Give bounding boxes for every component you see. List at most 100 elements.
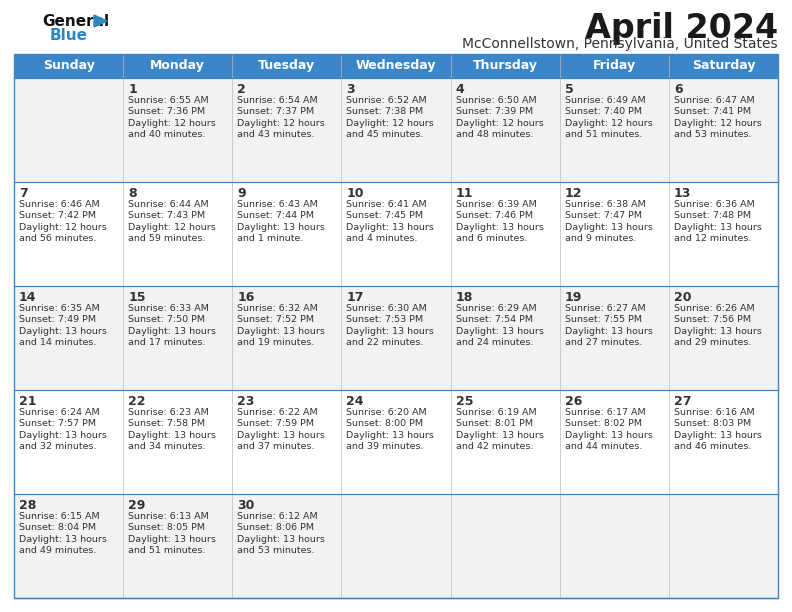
Text: 16: 16 (238, 291, 255, 304)
Text: Daylight: 13 hours: Daylight: 13 hours (455, 327, 543, 336)
Text: Sunrise: 6:35 AM: Sunrise: 6:35 AM (19, 304, 100, 313)
Text: Tuesday: Tuesday (258, 59, 315, 72)
Text: 25: 25 (455, 395, 473, 408)
Text: 5: 5 (565, 83, 573, 96)
Text: and 42 minutes.: and 42 minutes. (455, 442, 533, 451)
Text: Sunset: 7:53 PM: Sunset: 7:53 PM (346, 315, 424, 324)
Text: Sunrise: 6:12 AM: Sunrise: 6:12 AM (238, 512, 318, 521)
Text: Daylight: 13 hours: Daylight: 13 hours (674, 223, 762, 232)
Text: Sunrise: 6:20 AM: Sunrise: 6:20 AM (346, 408, 427, 417)
Text: Daylight: 13 hours: Daylight: 13 hours (19, 535, 107, 544)
Text: and 27 minutes.: and 27 minutes. (565, 338, 642, 347)
Text: Daylight: 13 hours: Daylight: 13 hours (238, 223, 326, 232)
Text: 10: 10 (346, 187, 364, 200)
Text: Sunrise: 6:36 AM: Sunrise: 6:36 AM (674, 200, 755, 209)
Text: 29: 29 (128, 499, 146, 512)
Text: 21: 21 (19, 395, 36, 408)
Text: and 46 minutes.: and 46 minutes. (674, 442, 752, 451)
Text: 19: 19 (565, 291, 582, 304)
Text: and 48 minutes.: and 48 minutes. (455, 130, 533, 139)
Text: Thursday: Thursday (473, 59, 538, 72)
Text: and 12 minutes.: and 12 minutes. (674, 234, 752, 243)
Text: Sunday: Sunday (43, 59, 94, 72)
Text: 6: 6 (674, 83, 683, 96)
Text: and 43 minutes.: and 43 minutes. (238, 130, 314, 139)
Text: Sunset: 7:45 PM: Sunset: 7:45 PM (346, 211, 424, 220)
Text: and 51 minutes.: and 51 minutes. (565, 130, 642, 139)
Text: McConnellstown, Pennsylvania, United States: McConnellstown, Pennsylvania, United Sta… (463, 37, 778, 51)
Text: Daylight: 12 hours: Daylight: 12 hours (128, 119, 216, 128)
Text: 2: 2 (238, 83, 246, 96)
Text: Daylight: 13 hours: Daylight: 13 hours (238, 327, 326, 336)
Text: Sunset: 7:43 PM: Sunset: 7:43 PM (128, 211, 205, 220)
Text: and 49 minutes.: and 49 minutes. (19, 546, 97, 555)
Bar (14, 54, 778, 598)
Text: Sunrise: 6:54 AM: Sunrise: 6:54 AM (238, 96, 318, 105)
Text: Blue: Blue (50, 28, 88, 43)
Text: 1: 1 (128, 83, 137, 96)
Text: Sunrise: 6:17 AM: Sunrise: 6:17 AM (565, 408, 645, 417)
Text: Sunrise: 6:49 AM: Sunrise: 6:49 AM (565, 96, 645, 105)
Text: Daylight: 13 hours: Daylight: 13 hours (19, 431, 107, 440)
Text: Sunrise: 6:44 AM: Sunrise: 6:44 AM (128, 200, 209, 209)
Text: Friday: Friday (592, 59, 636, 72)
Text: Daylight: 13 hours: Daylight: 13 hours (346, 223, 434, 232)
Text: General: General (42, 14, 109, 29)
Text: Daylight: 13 hours: Daylight: 13 hours (346, 327, 434, 336)
Text: and 39 minutes.: and 39 minutes. (346, 442, 424, 451)
Text: Sunrise: 6:29 AM: Sunrise: 6:29 AM (455, 304, 536, 313)
Text: Sunset: 7:56 PM: Sunset: 7:56 PM (674, 315, 751, 324)
Text: Daylight: 13 hours: Daylight: 13 hours (238, 535, 326, 544)
Text: 30: 30 (238, 499, 255, 512)
Text: and 44 minutes.: and 44 minutes. (565, 442, 642, 451)
Text: Daylight: 12 hours: Daylight: 12 hours (565, 119, 653, 128)
Text: Sunset: 8:01 PM: Sunset: 8:01 PM (455, 419, 532, 428)
Text: Sunset: 7:37 PM: Sunset: 7:37 PM (238, 107, 314, 116)
Text: Sunset: 7:47 PM: Sunset: 7:47 PM (565, 211, 642, 220)
Text: Sunset: 7:44 PM: Sunset: 7:44 PM (238, 211, 314, 220)
Text: Daylight: 13 hours: Daylight: 13 hours (346, 431, 434, 440)
Text: and 32 minutes.: and 32 minutes. (19, 442, 97, 451)
Text: Sunset: 8:04 PM: Sunset: 8:04 PM (19, 523, 96, 532)
Text: Sunrise: 6:13 AM: Sunrise: 6:13 AM (128, 512, 209, 521)
Text: Daylight: 13 hours: Daylight: 13 hours (565, 327, 653, 336)
Text: Sunset: 7:54 PM: Sunset: 7:54 PM (455, 315, 532, 324)
Text: Sunrise: 6:22 AM: Sunrise: 6:22 AM (238, 408, 318, 417)
Text: and 56 minutes.: and 56 minutes. (19, 234, 97, 243)
Text: and 29 minutes.: and 29 minutes. (674, 338, 752, 347)
Text: and 9 minutes.: and 9 minutes. (565, 234, 636, 243)
Text: Sunset: 7:36 PM: Sunset: 7:36 PM (128, 107, 205, 116)
Text: Sunset: 8:03 PM: Sunset: 8:03 PM (674, 419, 751, 428)
Text: Sunrise: 6:55 AM: Sunrise: 6:55 AM (128, 96, 209, 105)
Text: Sunrise: 6:39 AM: Sunrise: 6:39 AM (455, 200, 536, 209)
Text: Sunrise: 6:38 AM: Sunrise: 6:38 AM (565, 200, 645, 209)
Text: Daylight: 13 hours: Daylight: 13 hours (238, 431, 326, 440)
Text: Sunrise: 6:16 AM: Sunrise: 6:16 AM (674, 408, 755, 417)
Text: and 51 minutes.: and 51 minutes. (128, 546, 205, 555)
Text: Sunrise: 6:32 AM: Sunrise: 6:32 AM (238, 304, 318, 313)
Text: Daylight: 13 hours: Daylight: 13 hours (674, 431, 762, 440)
Text: and 14 minutes.: and 14 minutes. (19, 338, 97, 347)
Text: Daylight: 12 hours: Daylight: 12 hours (455, 119, 543, 128)
Text: Saturday: Saturday (691, 59, 756, 72)
Text: and 34 minutes.: and 34 minutes. (128, 442, 206, 451)
Text: 14: 14 (19, 291, 36, 304)
Text: Daylight: 13 hours: Daylight: 13 hours (565, 223, 653, 232)
Text: Sunset: 7:41 PM: Sunset: 7:41 PM (674, 107, 751, 116)
Text: 22: 22 (128, 395, 146, 408)
Text: Sunset: 7:57 PM: Sunset: 7:57 PM (19, 419, 96, 428)
Text: Sunset: 7:50 PM: Sunset: 7:50 PM (128, 315, 205, 324)
Polygon shape (94, 15, 107, 27)
Text: Daylight: 13 hours: Daylight: 13 hours (19, 327, 107, 336)
Text: Daylight: 12 hours: Daylight: 12 hours (19, 223, 107, 232)
Text: Sunrise: 6:47 AM: Sunrise: 6:47 AM (674, 96, 755, 105)
Text: Daylight: 13 hours: Daylight: 13 hours (128, 535, 216, 544)
Text: 27: 27 (674, 395, 691, 408)
Text: Sunrise: 6:24 AM: Sunrise: 6:24 AM (19, 408, 100, 417)
Text: and 24 minutes.: and 24 minutes. (455, 338, 533, 347)
Text: and 6 minutes.: and 6 minutes. (455, 234, 527, 243)
Text: Sunset: 7:52 PM: Sunset: 7:52 PM (238, 315, 314, 324)
Text: 3: 3 (346, 83, 355, 96)
Bar (14, 182, 778, 286)
Text: 28: 28 (19, 499, 36, 512)
